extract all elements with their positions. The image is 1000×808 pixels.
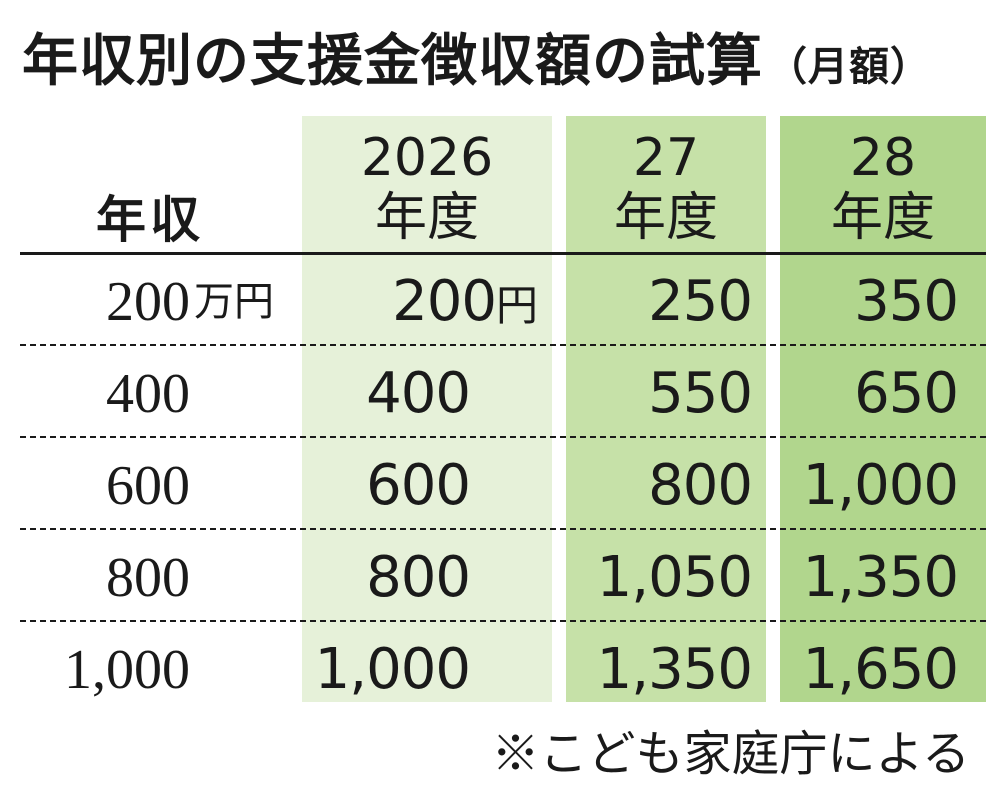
- row-income-label: 400: [36, 362, 190, 426]
- row-income-label: 800: [36, 546, 190, 610]
- table-cell: 1,350: [596, 637, 753, 702]
- cell-value: 1,350: [596, 637, 753, 702]
- title-suffix: （月額）: [767, 44, 931, 90]
- cell-value: 550: [648, 361, 753, 426]
- cell-value: 1,350: [802, 545, 959, 610]
- value-unit: 円: [495, 281, 538, 330]
- column-band-28: [780, 116, 986, 702]
- cell-value: 400: [366, 361, 471, 426]
- cell-value: 1,050: [596, 545, 753, 610]
- table-cell: 600: [366, 453, 471, 518]
- table-cell: 1,650: [802, 637, 959, 702]
- cell-value: 250: [648, 269, 753, 334]
- source-note: ※こども家庭庁による: [491, 726, 970, 782]
- column-band-27: [566, 116, 766, 702]
- column-year: 27: [632, 128, 700, 188]
- cell-value: 650: [854, 361, 959, 426]
- cell-value: 600: [366, 453, 471, 518]
- column-year: 2026: [360, 128, 494, 188]
- cell-value: 1,000: [314, 637, 471, 702]
- cell-value: 800: [648, 453, 753, 518]
- row-divider: [20, 344, 986, 346]
- column-year-suffix: 年度: [374, 188, 479, 248]
- table-cell: 350: [854, 269, 959, 334]
- cell-value: 1,650: [802, 637, 959, 702]
- cell-value: 200: [392, 269, 497, 334]
- column-year-suffix: 年度: [830, 188, 935, 248]
- chart-title: 年収別の支援金徴収額の試算 （月額）: [22, 16, 931, 97]
- table-cell: 1,050: [596, 545, 753, 610]
- row-income-label: 1,000: [36, 638, 190, 702]
- row-income-label: 600: [36, 454, 190, 518]
- table-cell: 400: [366, 361, 471, 426]
- header-rule: [20, 252, 986, 255]
- column-year: 28: [849, 128, 917, 188]
- row-header-label: 年収: [96, 190, 204, 249]
- table-cell: 1,350: [802, 545, 959, 610]
- table-cell: 650: [854, 361, 959, 426]
- column-header-27: 27 年度: [566, 128, 766, 248]
- row-divider: [20, 528, 986, 530]
- title-text: 年収別の支援金徴収額の試算: [22, 29, 763, 94]
- cell-value: 1,000: [802, 453, 959, 518]
- row-divider: [20, 436, 986, 438]
- table-cell: 800: [648, 453, 753, 518]
- row-income-label: 200 万円: [36, 270, 274, 334]
- column-header-2026: 2026 年度: [302, 128, 552, 248]
- table-cell: 800: [366, 545, 471, 610]
- table-cell: 250: [648, 269, 753, 334]
- income-unit: 万円: [194, 279, 274, 324]
- income-value: 400: [106, 363, 190, 425]
- income-value: 200: [106, 271, 190, 333]
- column-header-28: 28 年度: [780, 128, 986, 248]
- cell-value: 350: [854, 269, 959, 334]
- row-divider: [20, 620, 986, 622]
- table-cell: 550: [648, 361, 753, 426]
- income-value: 600: [106, 455, 190, 517]
- income-value: 800: [106, 547, 190, 609]
- table-cell: 1,000: [314, 637, 471, 702]
- table-cell: 1,000: [802, 453, 959, 518]
- column-year-suffix: 年度: [613, 188, 718, 248]
- income-value: 1,000: [64, 639, 190, 701]
- cell-value: 800: [366, 545, 471, 610]
- table-cell: 200円: [392, 270, 538, 338]
- column-band-2026: [302, 116, 552, 702]
